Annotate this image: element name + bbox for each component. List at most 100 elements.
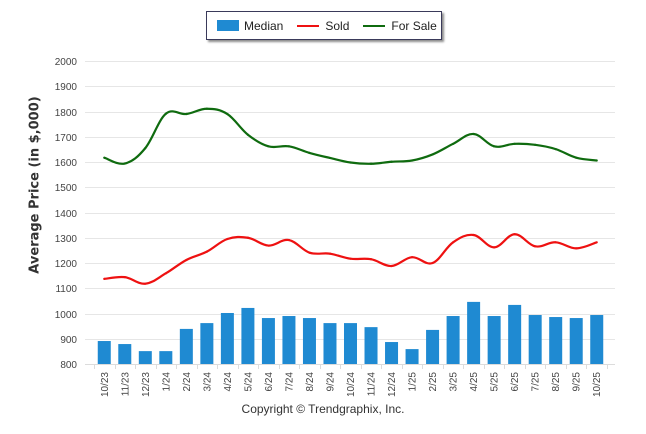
median-bar — [467, 301, 481, 364]
legend-label-sold: Sold — [325, 18, 350, 33]
median-bar — [487, 316, 501, 364]
legend-label-for-sale: For Sale — [391, 18, 437, 33]
sold-point — [513, 233, 516, 236]
x-tick-label: 9/25 — [572, 372, 583, 392]
for-sale-point — [431, 153, 434, 156]
sold-point — [267, 244, 270, 247]
y-tick-label: 1500 — [55, 183, 78, 194]
y-axis-label: Average Price (in $,000) — [27, 96, 43, 274]
x-axis-ticks: 10/23 11/23 12/23 1/24 2/24 3/24 4/24 5/24 6/24 7… — [94, 364, 608, 397]
sold-point — [205, 250, 208, 253]
for-sale-point — [205, 107, 208, 110]
for-sale-point — [452, 142, 455, 145]
legend-item-for-sale[interactable]: For Sale — [363, 18, 437, 33]
sold-swatch-icon — [297, 24, 320, 27]
x-tick-label: 10/24 — [346, 372, 357, 397]
y-tick-label: 1200 — [55, 259, 78, 270]
x-tick-label: 11/23 — [120, 372, 131, 397]
for-sale-line — [103, 107, 597, 165]
for-sale-point — [369, 162, 373, 165]
sold-point — [575, 247, 578, 250]
x-tick-label: 7/24 — [284, 372, 295, 392]
sold-point — [369, 258, 373, 261]
sold-point — [123, 276, 126, 279]
sold-point — [410, 256, 414, 259]
for-sale-point — [226, 112, 229, 116]
sold-point — [390, 264, 393, 268]
for-sale-point — [185, 112, 188, 116]
x-tick-label: 2/24 — [182, 372, 193, 392]
series-lines — [103, 107, 598, 285]
sold-point — [595, 241, 598, 244]
x-tick-label: 11/24 — [367, 372, 378, 397]
x-tick-label: 1/24 — [161, 372, 172, 392]
x-tick-label: 2/25 — [428, 372, 439, 392]
for-sale-point — [328, 156, 332, 160]
sold-point — [185, 258, 188, 262]
x-tick-label: 4/25 — [469, 372, 480, 392]
legend-item-median[interactable]: Median — [217, 19, 283, 33]
for-sale-point — [308, 151, 311, 155]
median-bar — [282, 316, 296, 364]
for-sale-point — [246, 133, 249, 136]
median-bar — [364, 327, 378, 364]
median-bar — [344, 323, 357, 364]
x-tick-label: 1/25 — [408, 372, 419, 392]
sold-point — [103, 277, 106, 281]
sold-point — [328, 252, 332, 255]
for-sale-point — [410, 159, 414, 162]
for-sale-point — [595, 159, 598, 162]
sold-point — [164, 272, 167, 275]
median-bar — [385, 342, 399, 364]
for-sale-point — [287, 145, 291, 148]
x-tick-label: 8/24 — [305, 372, 316, 392]
y-tick-label: 1100 — [55, 284, 77, 295]
for-sale-point — [349, 161, 352, 164]
sold-point — [493, 246, 496, 249]
copyright-text: Copyright © Trendgraphix, Inc. — [241, 402, 405, 416]
y-tick-label: 2000 — [55, 57, 78, 68]
median-bar — [508, 304, 522, 364]
x-tick-label: 7/25 — [531, 372, 542, 392]
y-tick-label: 1700 — [55, 133, 78, 144]
median-bar — [97, 341, 111, 364]
y-tick-label: 1300 — [55, 234, 78, 245]
legend-label-median: Median — [244, 18, 284, 33]
x-tick-label: 12/23 — [141, 372, 152, 397]
x-tick-label: 6/24 — [264, 372, 275, 392]
sold-point — [431, 261, 434, 265]
for-sale-point — [103, 156, 106, 159]
median-bar — [590, 315, 604, 364]
x-tick-label: 9/24 — [325, 372, 336, 392]
median-bar — [405, 349, 419, 364]
for-sale-point — [267, 145, 270, 148]
for-sale-point — [123, 162, 126, 165]
sold-point — [246, 236, 249, 239]
median-bar — [569, 318, 583, 364]
sold-point — [554, 241, 557, 244]
x-tick-label: 8/25 — [551, 372, 562, 392]
x-tick-label: 6/25 — [510, 372, 521, 392]
median-bar — [323, 323, 337, 364]
median-bar — [179, 328, 193, 364]
y-tick-label: 1800 — [55, 108, 78, 119]
for-sale-point — [144, 147, 147, 150]
for-sale-point — [390, 160, 393, 163]
legend: Median Sold For Sale — [206, 11, 442, 40]
sold-point — [349, 257, 352, 260]
median-swatch-icon — [217, 20, 239, 31]
x-tick-label: 4/24 — [223, 372, 234, 392]
x-tick-label: 10/23 — [100, 372, 111, 397]
y-tick-label: 1400 — [55, 209, 78, 220]
median-bar — [200, 323, 214, 364]
legend-item-sold[interactable]: Sold — [297, 19, 349, 33]
median-bar — [426, 329, 440, 364]
sold-point — [452, 241, 455, 244]
median-bar — [138, 351, 152, 364]
median-bar — [302, 318, 316, 364]
sold-point — [144, 282, 147, 285]
for-sale-point — [164, 112, 167, 115]
median-bar — [118, 344, 132, 364]
for-sale-point — [554, 148, 557, 151]
